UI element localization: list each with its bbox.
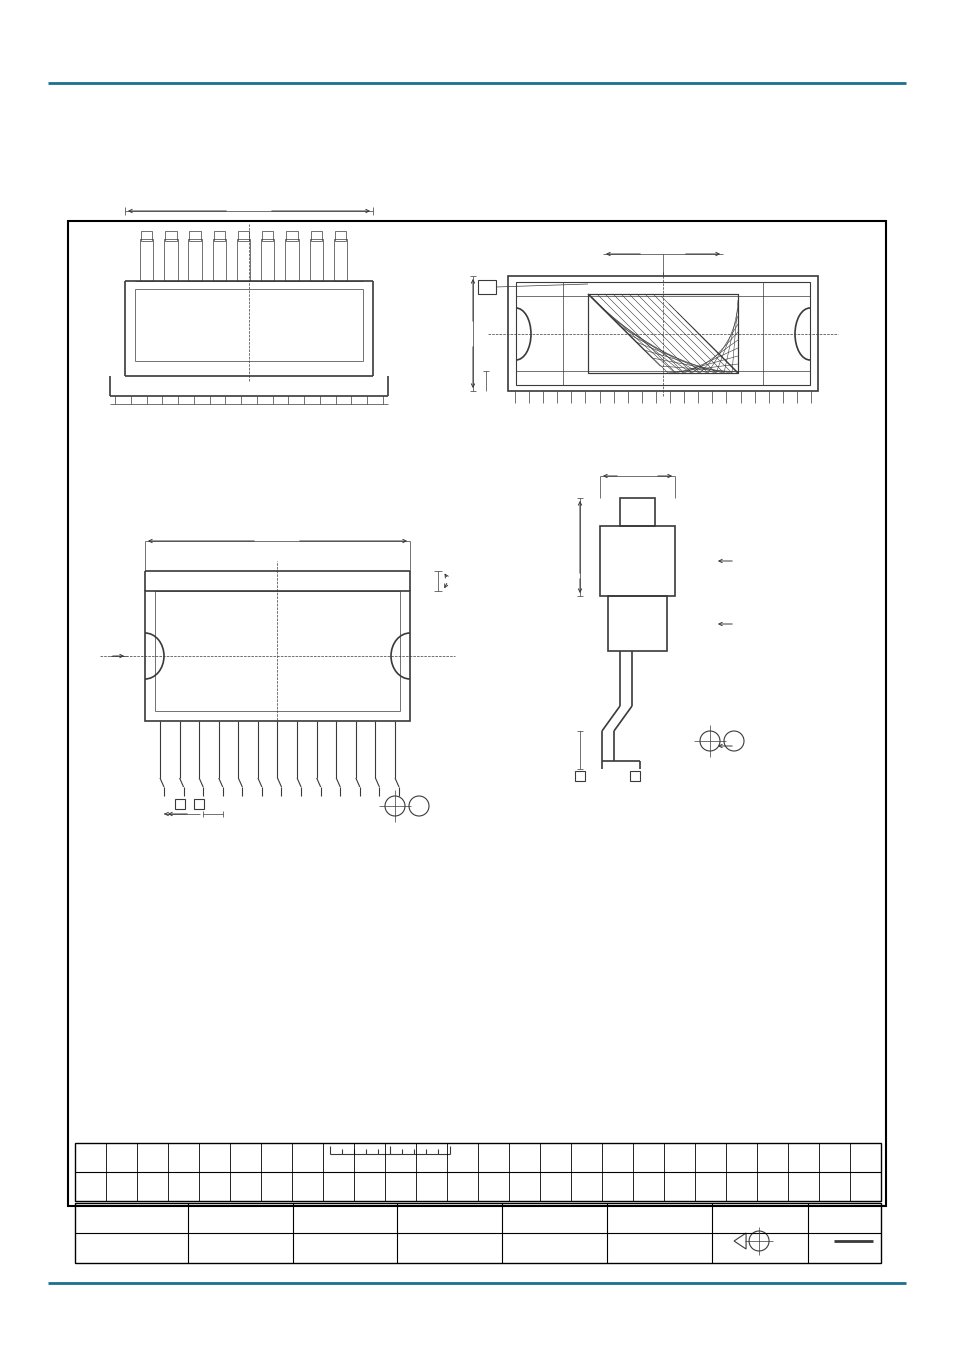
Bar — [575, 771, 584, 781]
Bar — [309, 239, 322, 281]
Bar — [190, 231, 200, 240]
Bar — [68, 222, 885, 1206]
Bar — [507, 276, 817, 390]
Bar — [477, 280, 496, 295]
Bar — [75, 1143, 880, 1201]
Bar — [335, 231, 346, 240]
Bar — [261, 239, 274, 281]
Bar — [285, 239, 298, 281]
Bar — [262, 231, 274, 240]
Bar — [213, 231, 225, 240]
Bar — [189, 239, 201, 281]
Bar — [311, 231, 321, 240]
Bar — [587, 295, 738, 373]
Bar — [629, 771, 639, 781]
Bar — [607, 596, 666, 651]
Bar — [165, 231, 176, 240]
Bar — [334, 239, 347, 281]
Bar — [619, 499, 655, 526]
Bar — [145, 590, 410, 721]
Bar — [194, 798, 204, 809]
Bar — [140, 239, 153, 281]
Bar — [236, 239, 250, 281]
Bar — [516, 282, 809, 385]
Bar — [141, 231, 152, 240]
Bar — [286, 231, 297, 240]
Bar — [237, 231, 249, 240]
Bar — [599, 526, 675, 596]
Bar — [164, 239, 177, 281]
Bar — [587, 295, 738, 373]
Bar — [174, 798, 184, 809]
Bar — [75, 1202, 880, 1263]
Bar — [213, 239, 226, 281]
